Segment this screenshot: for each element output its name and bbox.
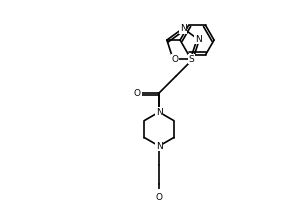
Text: N: N bbox=[180, 24, 186, 33]
Text: N: N bbox=[156, 142, 162, 151]
Text: O: O bbox=[134, 89, 141, 98]
Text: N: N bbox=[195, 35, 202, 44]
Text: N: N bbox=[156, 109, 162, 118]
Text: O: O bbox=[155, 193, 163, 200]
Text: N: N bbox=[156, 108, 162, 117]
Text: S: S bbox=[188, 55, 194, 64]
Text: O: O bbox=[171, 55, 178, 64]
